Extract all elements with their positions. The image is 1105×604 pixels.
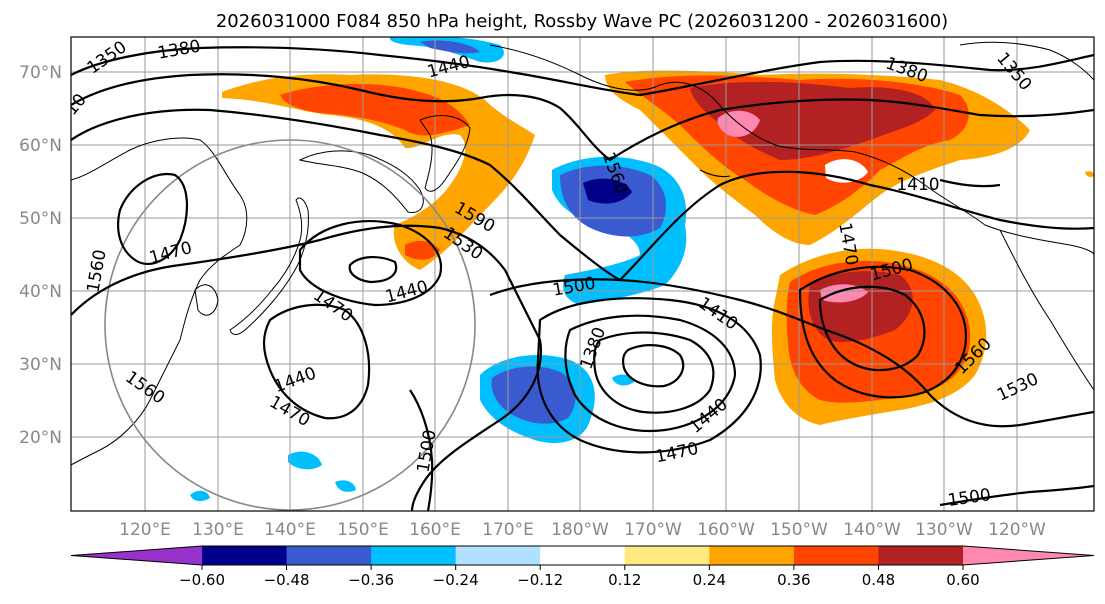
contour-low-central-2 xyxy=(564,314,737,432)
colorbar-segment xyxy=(455,546,541,565)
lat-labels: 70°N 60°N 50°N 40°N 30°N 20°N xyxy=(19,63,62,448)
colorbar-segment xyxy=(624,546,710,565)
colorbar-segment xyxy=(878,546,964,565)
lat-label: 70°N xyxy=(19,63,62,83)
colorbar: −0.60 −0.48 −0.36 −0.24 −0.12 0.12 0.24 0.36 0.4… xyxy=(70,545,1095,589)
height-contours xyxy=(71,46,1094,511)
lat-label: 40°N xyxy=(19,282,62,302)
shade-darkblue-central xyxy=(583,178,632,204)
lon-label: 160°E xyxy=(409,520,461,540)
contour-low-west xyxy=(117,172,189,266)
coast-kamchatka xyxy=(419,115,471,192)
colorbar-segment xyxy=(371,546,457,565)
colorbar-tick-label: −0.36 xyxy=(348,571,394,589)
shade-red-okhotsk xyxy=(280,84,470,136)
lon-label: 180°W xyxy=(551,520,609,540)
coast-alaska xyxy=(489,44,1094,256)
colorbar-segment xyxy=(202,546,288,565)
lon-labels: 120°E 130°E 140°E 150°E 160°E 170°E 180°… xyxy=(119,520,1046,540)
colorbar-segment xyxy=(709,546,795,565)
colorbar-segment xyxy=(286,546,372,565)
contour-low-kuril-inner xyxy=(348,256,398,284)
lat-label: 50°N xyxy=(19,209,62,229)
contour-high-nepac-inner xyxy=(818,285,926,372)
colorbar-segment xyxy=(963,546,1094,565)
lon-label: 140°E xyxy=(264,520,316,540)
colorbar-tick-label: −0.12 xyxy=(517,571,563,589)
shade-blue-philippine xyxy=(288,451,322,470)
lon-label: 120°E xyxy=(119,520,171,540)
shade-pink-nepac xyxy=(820,284,868,303)
lat-label: 60°N xyxy=(19,136,62,156)
contour-e xyxy=(489,278,1094,428)
contour-d xyxy=(71,224,542,511)
colorbar-tick-label: −0.60 xyxy=(179,571,225,589)
colorbar-tick-label: 0.60 xyxy=(946,571,979,589)
lon-label: 160°W xyxy=(697,520,755,540)
colorbar-tick-label: 0.36 xyxy=(777,571,810,589)
colorbar-segment xyxy=(71,546,202,565)
contour-a xyxy=(71,46,1094,97)
contour-low-central-3 xyxy=(593,331,715,414)
lon-label: 120°W xyxy=(988,520,1046,540)
lon-label: 130°E xyxy=(192,520,244,540)
contour-low-central-4 xyxy=(621,344,685,388)
contour-low-south-japan xyxy=(262,303,371,420)
map-frame xyxy=(70,36,1095,512)
colorbar-tick-label: 0.24 xyxy=(693,571,726,589)
contour-h xyxy=(939,178,1001,188)
lon-label: 150°E xyxy=(337,520,389,540)
contour-f xyxy=(409,389,434,511)
contour-g xyxy=(939,484,1094,507)
reference-circle xyxy=(104,139,476,511)
coast-arctic xyxy=(959,41,1094,81)
colorbar-segment xyxy=(793,546,879,565)
figure-title: 2026031000 F084 850 hPa height, Rossby W… xyxy=(216,11,948,32)
colorbar-tick-label: −0.24 xyxy=(433,571,479,589)
contour-low-kuril xyxy=(298,220,443,307)
shade-blue-speck2 xyxy=(335,480,356,492)
contour-high-nepac xyxy=(798,265,968,399)
colorbar-tick-label: 0.48 xyxy=(862,571,895,589)
lon-label: 170°E xyxy=(482,520,534,540)
gridlines xyxy=(71,37,1094,511)
colorbar-segment xyxy=(540,546,626,565)
shade-blue-speck xyxy=(612,374,634,386)
lon-label: 150°W xyxy=(770,520,828,540)
lat-label: 20°N xyxy=(19,428,62,448)
contour-c xyxy=(71,108,1094,282)
contour-label: 1410 xyxy=(896,175,939,195)
shade-orange-edge xyxy=(1085,171,1094,177)
shade-darkred-alaska xyxy=(690,81,935,160)
contour-low-central-1 xyxy=(536,297,762,454)
shade-blue-speck3 xyxy=(190,490,210,502)
lon-label: 170°W xyxy=(624,520,682,540)
coast-japan xyxy=(229,197,309,335)
lon-label: 140°W xyxy=(843,520,901,540)
coast-korea xyxy=(194,284,219,316)
coast-west-na xyxy=(999,229,1094,391)
colorbar-tick-label: 0.12 xyxy=(608,571,641,589)
colorbar-tick-label: −0.48 xyxy=(264,571,310,589)
lat-label: 30°N xyxy=(19,355,62,375)
coast-aleutians xyxy=(699,169,731,178)
contour-b xyxy=(71,73,1094,162)
lon-label: 130°W xyxy=(915,520,973,540)
